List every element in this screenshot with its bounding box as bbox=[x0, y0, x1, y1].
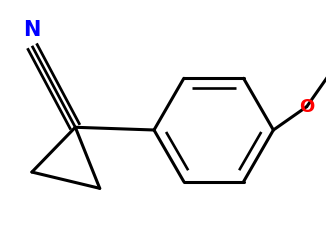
Text: N: N bbox=[23, 20, 41, 40]
Text: O: O bbox=[299, 98, 314, 116]
